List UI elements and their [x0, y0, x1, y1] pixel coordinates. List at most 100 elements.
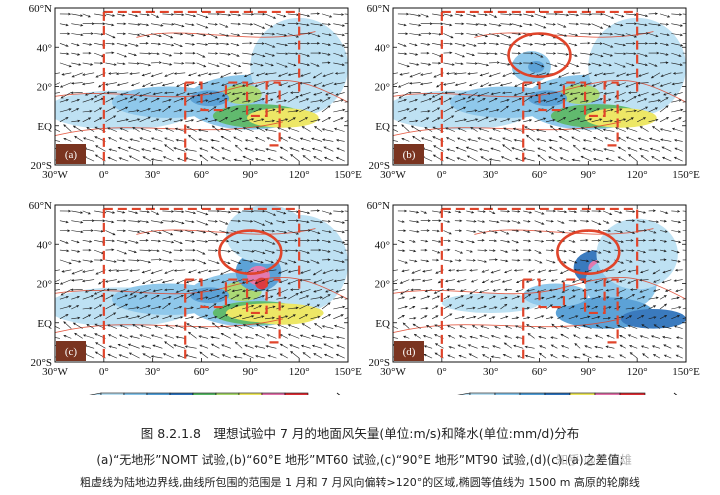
land-boundary [102, 207, 301, 362]
lon-tick-label: 30°W [380, 169, 406, 181]
colorbar-swatch [192, 392, 217, 395]
lon-tick-label: 0° [437, 169, 447, 181]
lat-tick-label: EQ [375, 121, 390, 133]
lon-tick-label: 0° [437, 366, 447, 378]
precip-shading [393, 17, 686, 130]
plateau-ellipse [507, 32, 572, 78]
lon-tick-label: 0° [99, 366, 109, 378]
lon-tick-label: 90° [581, 169, 596, 181]
axis-ticks [392, 204, 687, 363]
lon-tick-label: 120° [627, 366, 648, 378]
lat-tick-label: 20°S [368, 357, 390, 369]
wind-vector-field [393, 209, 686, 359]
lon-tick-label: 30° [145, 169, 160, 181]
lat-tick-label: 60°N [29, 3, 52, 15]
panel-letter: (b) [394, 144, 424, 164]
colorbar-difference: 0.512468107 m/s [457, 392, 678, 395]
figure-caption-notes: 粗虚线为陆地边界线,曲线所包围的范围是 1 月和 7 月风向偏转>120°的区域… [80, 476, 640, 489]
colorbar-swatch [238, 392, 263, 395]
land-boundary [440, 207, 639, 362]
colorbar-swatch [569, 392, 596, 395]
lon-tick-label: 90° [581, 366, 596, 378]
lon-tick-label: 90° [243, 366, 258, 378]
lat-tick-label: 40° [37, 42, 52, 54]
colorbar-swatch [146, 392, 171, 395]
figure: (a) 30°W 0° 30° 60° 90° 120° 150°E 60°N 40° 20° EQ 2… [29, 3, 700, 395]
lat-tick-label: 20° [375, 279, 390, 291]
lon-tick-label: 90° [243, 169, 258, 181]
panel-letter: (d) [394, 341, 424, 361]
panel-letter: (a) [56, 144, 86, 164]
lat-tick-label: 40° [375, 42, 390, 54]
colorbar-swatch [519, 392, 546, 395]
lon-tick-label: 150°E [334, 366, 362, 378]
lat-tick-label: EQ [375, 318, 390, 330]
colorbar-swatch [169, 392, 194, 395]
colorbar-swatch [215, 392, 240, 395]
lat-tick-label: 60°N [29, 200, 52, 212]
colorbar-swatch [469, 392, 496, 395]
lat-tick-label: EQ [37, 121, 52, 133]
colorbar-swatch [619, 392, 646, 395]
colorbar-swatch [494, 392, 521, 395]
colorbar-swatch [544, 392, 571, 395]
plateau-ellipse [218, 229, 283, 275]
lat-tick-label: 20°S [30, 357, 52, 369]
wind-vector-field [55, 209, 348, 359]
colorbar-swatch [594, 392, 621, 395]
precip-shading [55, 205, 348, 327]
lon-tick-label: 120° [289, 366, 310, 378]
lon-tick-label: 150°E [672, 366, 700, 378]
land-boundary [102, 10, 301, 165]
panel-b: (b) 30°W 0° 30° 60° 90° 120° 150°E 60°N 40° 20° EQ 2… [367, 3, 700, 181]
colorbar-swatch [284, 392, 309, 395]
lat-tick-label: 20°S [368, 160, 390, 172]
reference-vector-arrow [673, 392, 678, 395]
panel-letter-text: (b) [403, 149, 416, 161]
figure-caption-panels: (a)“无地形”NOMT 试验,(b)“60°E 地形”MT60 试验,(c)“… [96, 453, 624, 467]
panel-letter-text: (c) [65, 346, 78, 358]
wind-vector-field [393, 12, 686, 162]
land-boundary [440, 10, 639, 165]
colorbar-lower-arrow [89, 392, 102, 395]
panel-letter-text: (d) [403, 346, 416, 358]
watermark: 知乎 @吴国雄 [556, 453, 632, 467]
axis-ticks [392, 7, 687, 166]
lat-tick-label: 20° [37, 279, 52, 291]
panel-d: (d) 30°W 0° 30° 60° 90° 120° 150°E 60°N 40° 20° EQ 2… [367, 200, 700, 378]
colorbar-main: 2468101214161815 m/s [89, 392, 341, 395]
colorbar-swatch [123, 392, 148, 395]
panel-letter-text: (a) [65, 149, 78, 161]
axis-ticks [54, 204, 349, 363]
lat-tick-label: 20°S [30, 160, 52, 172]
figure-caption-title: 图 8.2.1.8 理想试验中 7 月的地面风矢量(单位:m/s)和降水(单位:… [140, 426, 580, 441]
lat-tick-label: 20° [375, 82, 390, 94]
lat-tick-label: 40° [375, 239, 390, 251]
lon-tick-label: 150°E [334, 169, 362, 181]
lon-tick-label: 150°E [672, 169, 700, 181]
lat-tick-label: EQ [37, 318, 52, 330]
lon-tick-label: 60° [532, 366, 547, 378]
lon-tick-label: 60° [532, 169, 547, 181]
lat-tick-label: 20° [37, 82, 52, 94]
lon-tick-label: 30° [145, 366, 160, 378]
panel-letter: (c) [56, 341, 86, 361]
colorbar-swatch [100, 392, 125, 395]
lat-tick-label: 60°N [367, 3, 390, 15]
lon-tick-label: 30° [483, 366, 498, 378]
lon-tick-label: 30°W [380, 366, 406, 378]
panel-c: (c) 30°W 0° 30° 60° 90° 120° 150°E 60°N 40° 20° EQ 2… [29, 200, 362, 378]
reference-vector-arrow [336, 392, 341, 395]
lon-tick-label: 0° [99, 169, 109, 181]
lon-tick-label: 60° [194, 169, 209, 181]
lon-tick-label: 30° [483, 169, 498, 181]
lon-tick-label: 120° [289, 169, 310, 181]
colorbar-swatch [261, 392, 286, 395]
lat-tick-label: 60°N [367, 200, 390, 212]
plateau-ellipse [556, 229, 621, 275]
lon-tick-label: 120° [627, 169, 648, 181]
panel-a: (a) 30°W 0° 30° 60° 90° 120° 150°E 60°N 40° 20° EQ 2… [29, 3, 362, 181]
axis-ticks [54, 7, 349, 166]
lon-tick-label: 30°W [42, 169, 68, 181]
lon-tick-label: 60° [194, 366, 209, 378]
